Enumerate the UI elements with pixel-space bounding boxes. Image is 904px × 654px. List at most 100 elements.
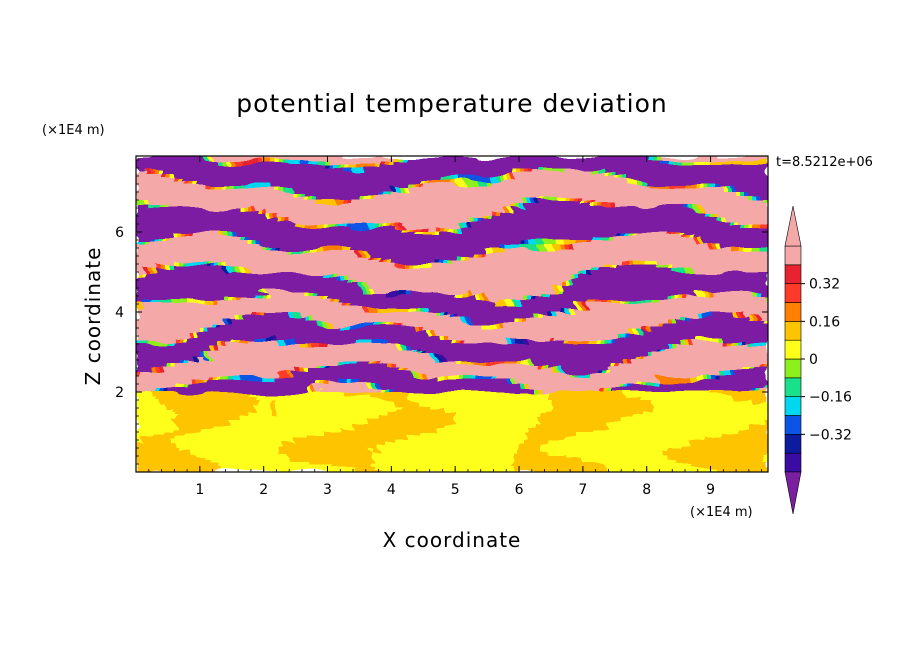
heatmap-cell — [740, 196, 745, 201]
heatmap-cell — [228, 264, 233, 269]
heatmap-cell — [304, 248, 309, 253]
heatmap-cell — [516, 212, 521, 217]
heatmap-cell — [276, 212, 281, 217]
heatmap-cell — [760, 240, 765, 245]
heatmap-cell — [340, 188, 345, 193]
heatmap-cell — [600, 224, 605, 229]
heatmap-cell — [760, 276, 765, 281]
heatmap-cell — [660, 252, 665, 257]
heatmap-cell — [276, 204, 281, 209]
heatmap-cell — [196, 176, 201, 181]
heatmap-cell — [332, 164, 337, 169]
heatmap-cell — [468, 212, 473, 217]
heatmap-cell — [600, 192, 605, 197]
heatmap-cell — [248, 268, 253, 273]
heatmap-cell — [704, 248, 709, 253]
heatmap-cell — [692, 188, 697, 193]
heatmap-cell — [304, 244, 309, 249]
heatmap-cell — [592, 212, 597, 217]
heatmap-cell — [756, 272, 761, 277]
heatmap-cell — [608, 252, 613, 257]
heatmap-cell — [316, 164, 321, 169]
heatmap-cell — [560, 164, 565, 169]
heatmap-cell — [376, 184, 381, 189]
heatmap-cell — [400, 200, 405, 205]
heatmap-cell — [744, 156, 749, 161]
heatmap-cell — [424, 176, 429, 181]
heatmap-cell — [636, 220, 641, 225]
heatmap-cell — [672, 172, 677, 177]
heatmap-cell — [416, 204, 421, 209]
heatmap-cell — [352, 204, 357, 209]
heatmap-cell — [292, 192, 297, 197]
heatmap-cell — [188, 192, 193, 197]
heatmap-cell — [528, 244, 533, 249]
heatmap-cell — [736, 220, 741, 225]
heatmap-cell — [528, 164, 533, 169]
heatmap-cell — [488, 240, 493, 245]
heatmap-cell — [336, 204, 341, 209]
heatmap-cell — [476, 244, 481, 249]
heatmap-cell — [516, 264, 521, 269]
heatmap-cell — [504, 192, 509, 197]
heatmap-cell — [648, 236, 653, 241]
heatmap-cell — [504, 156, 509, 161]
heatmap-cell — [760, 180, 765, 185]
heatmap-cell — [232, 216, 237, 221]
heatmap-cell — [456, 260, 461, 265]
heatmap-cell — [180, 276, 185, 281]
heatmap-cell — [752, 204, 757, 209]
heatmap-cell — [332, 216, 337, 221]
heatmap-cell — [396, 268, 401, 273]
heatmap-cell — [712, 232, 717, 237]
heatmap-cell — [516, 168, 521, 173]
heatmap-cell — [716, 192, 721, 197]
heatmap-cell — [500, 168, 505, 173]
heatmap-cell — [500, 204, 505, 209]
heatmap-cell — [520, 208, 525, 213]
heatmap-cell — [728, 248, 733, 253]
heatmap-cell — [580, 248, 585, 253]
heatmap-cell — [140, 252, 145, 257]
heatmap-cell — [392, 180, 397, 185]
heatmap-cell — [556, 236, 561, 241]
heatmap-cell — [312, 208, 317, 213]
heatmap-cell — [516, 192, 521, 197]
heatmap-cell — [388, 224, 393, 229]
heatmap-cell — [204, 252, 209, 257]
heatmap-cell — [140, 176, 145, 181]
heatmap-cell — [556, 212, 561, 217]
heatmap-cell — [184, 244, 189, 249]
heatmap-cell — [528, 156, 533, 161]
heatmap-cell — [424, 184, 429, 189]
heatmap-cell — [464, 244, 469, 249]
heatmap-cell — [296, 168, 301, 173]
heatmap-cell — [180, 272, 185, 277]
heatmap-cell — [512, 232, 517, 237]
heatmap-cell — [208, 252, 213, 257]
heatmap-cell — [144, 268, 149, 273]
heatmap-cell — [320, 272, 325, 277]
heatmap-cell — [612, 180, 617, 185]
heatmap-cell — [440, 268, 445, 273]
heatmap-cell — [440, 188, 445, 193]
heatmap-cell — [688, 268, 693, 273]
heatmap-cell — [328, 252, 333, 257]
heatmap-cell — [500, 232, 505, 237]
heatmap-cell — [156, 156, 161, 161]
heatmap-cell — [652, 220, 657, 225]
heatmap-cell — [652, 244, 657, 249]
heatmap-cell — [248, 176, 253, 181]
heatmap-cell — [156, 216, 161, 221]
heatmap-cell — [452, 256, 457, 261]
heatmap-cell — [256, 176, 261, 181]
heatmap-cell — [140, 244, 145, 249]
heatmap-cell — [192, 208, 197, 213]
heatmap-cell — [152, 252, 157, 257]
heatmap-cell — [740, 248, 745, 253]
heatmap-cell — [656, 276, 661, 281]
heatmap-cell — [496, 276, 501, 281]
heatmap-cell — [668, 260, 673, 265]
heatmap-cell — [368, 244, 373, 249]
heatmap-cell — [188, 176, 193, 181]
